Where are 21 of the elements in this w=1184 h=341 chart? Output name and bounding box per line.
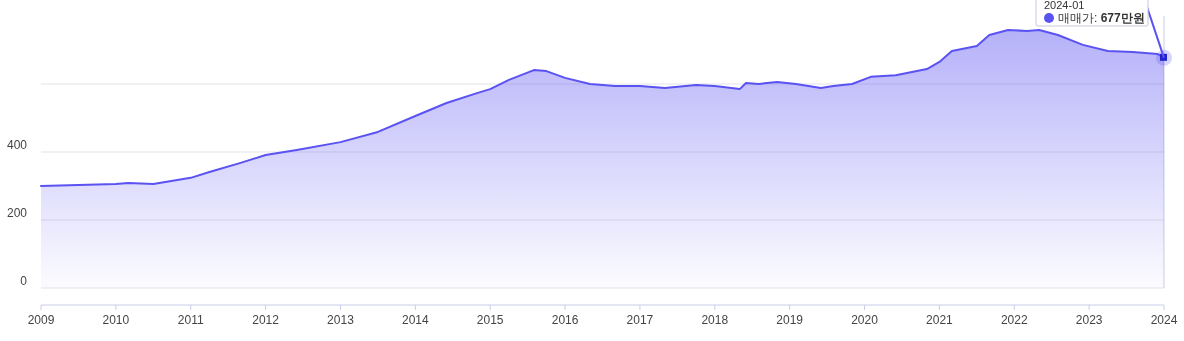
x-tick-label: 2023 [1075,313,1103,327]
text: 2024-01 [1044,0,1085,11]
x-tick-label: 2017 [626,313,654,327]
x-tick-label: 2013 [327,313,355,327]
x-tick-label: 2019 [776,313,804,327]
x-tick-label: 2020 [851,313,879,327]
x-tick-label: 2022 [1000,313,1028,327]
x-tick-label: 2016 [551,313,579,327]
x-tick-label: 2015 [476,313,504,327]
y-tick-label: 400 [6,138,28,152]
x-tick-label: 2009 [27,313,55,327]
y-tick-label: 200 [6,206,28,220]
x-tick-label: 2018 [701,313,729,327]
x-tick-label: 2010 [102,313,130,327]
x-tick-label: 2012 [252,313,280,327]
x-tick-label: 2021 [926,313,954,327]
x-tick-label: 2014 [401,313,429,327]
y-tick-label: 0 [20,274,28,288]
x-tick-label: 2024 [1150,313,1178,327]
x-tick-label: 2011 [177,313,204,327]
annotation: 매매가: 677만원 [1058,11,1145,25]
